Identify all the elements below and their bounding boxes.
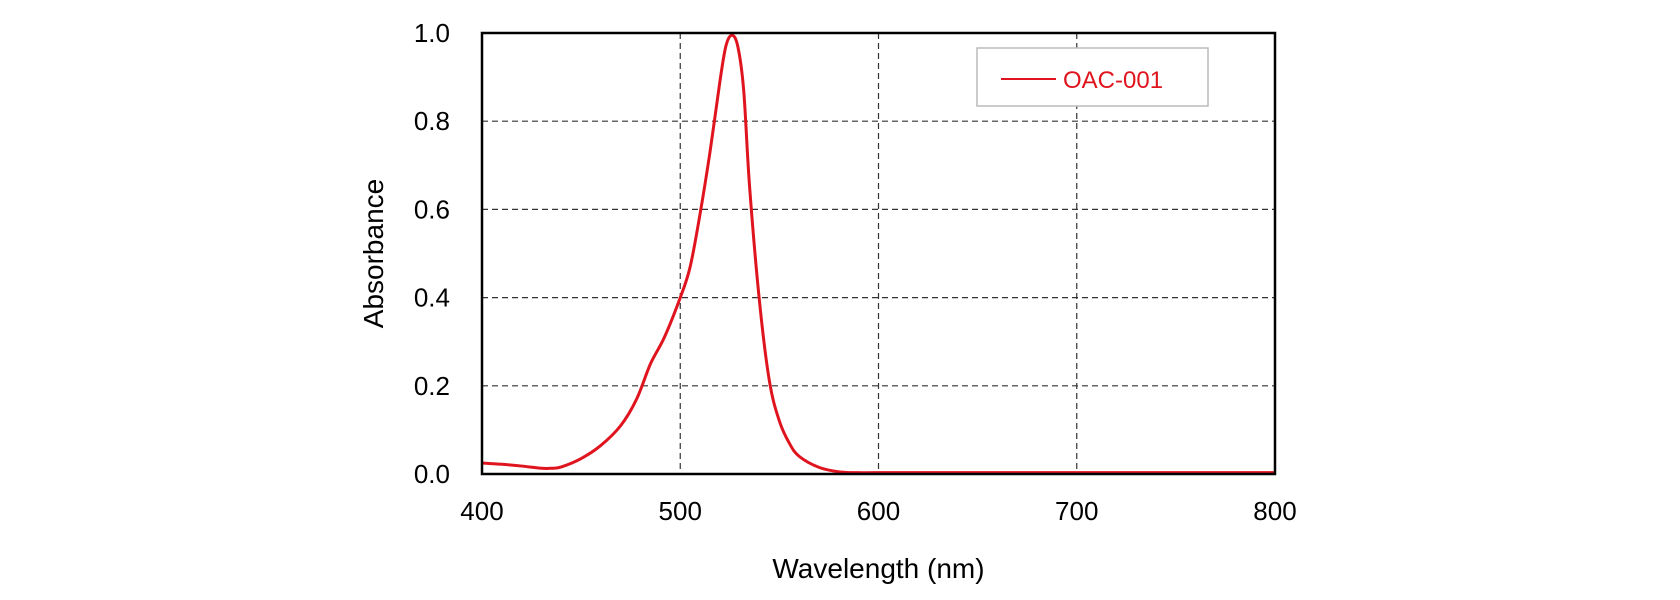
plot-frame xyxy=(480,31,1277,476)
x-tick-label-800: 800 xyxy=(1253,496,1296,526)
x-tick-labels: 400 500 600 700 800 xyxy=(460,496,1296,526)
x-tick-label-700: 700 xyxy=(1055,496,1098,526)
y-tick-label-0.4: 0.4 xyxy=(414,283,450,313)
grid-lines xyxy=(482,33,1275,474)
y-tick-label-0.6: 0.6 xyxy=(414,194,450,224)
legend-box xyxy=(976,47,1209,107)
x-tick-label-600: 600 xyxy=(857,496,900,526)
y-axis-title: Absorbance xyxy=(358,179,389,328)
y-tick-label-0.2: 0.2 xyxy=(414,371,450,401)
series-line-oac-001 xyxy=(481,33,1275,475)
y-tick-label-0.0: 0.0 xyxy=(414,459,450,489)
x-axis-title: Wavelength (nm) xyxy=(772,553,984,584)
x-tick-label-400: 400 xyxy=(460,496,503,526)
legend-label-oac-001: OAC-001 xyxy=(1063,67,1163,94)
y-tick-label-1.0: 1.0 xyxy=(414,18,450,48)
y-tick-labels: 0.0 0.2 0.4 0.6 0.8 1.0 xyxy=(414,18,450,489)
x-tick-label-500: 500 xyxy=(659,496,702,526)
y-tick-label-0.8: 0.8 xyxy=(414,106,450,136)
legend: OAC-001 xyxy=(976,47,1209,107)
